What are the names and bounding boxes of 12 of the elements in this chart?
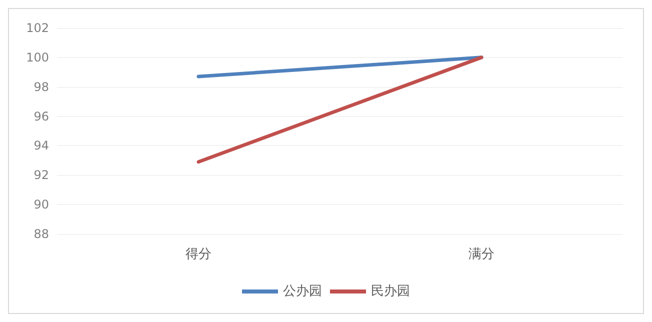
y-tick-label: 102 xyxy=(26,21,49,35)
legend-label: 公办园 xyxy=(283,284,322,299)
legend-label: 民办园 xyxy=(371,284,410,299)
x-tick-label: 满分 xyxy=(468,247,494,262)
y-tick-label: 100 xyxy=(26,50,49,64)
y-tick-label: 94 xyxy=(34,138,49,153)
y-tick-label: 96 xyxy=(34,109,49,124)
y-tick-label: 92 xyxy=(34,168,49,182)
y-tick-label: 88 xyxy=(34,227,49,241)
x-tick-label: 得分 xyxy=(186,247,212,262)
y-tick-label: 98 xyxy=(34,80,49,94)
y-tick-label: 90 xyxy=(34,198,49,212)
